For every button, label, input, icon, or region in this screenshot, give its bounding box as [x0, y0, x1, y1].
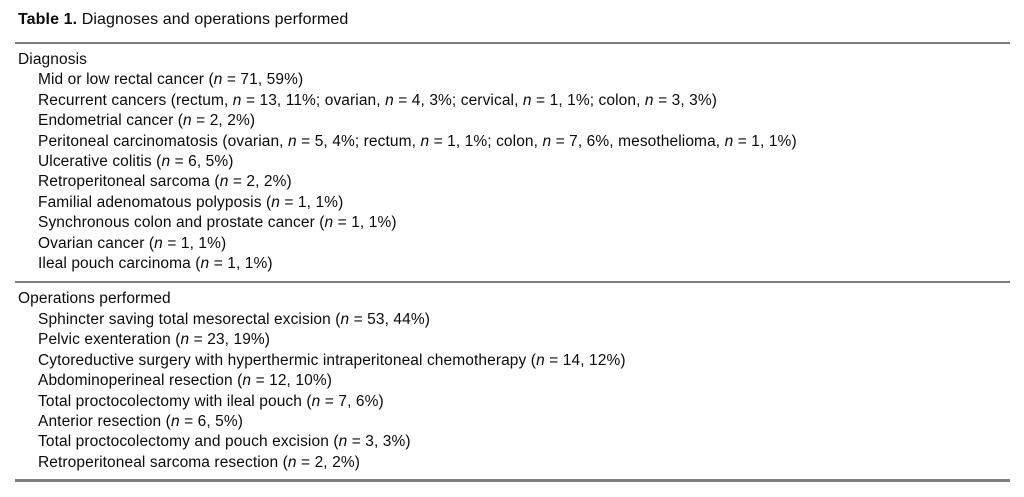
table-caption: Table 1. Diagnoses and operations perfor…: [0, 0, 1024, 30]
table-row: Endometrial cancer (n = 2, 2%): [38, 112, 256, 130]
table-row: Familial adenomatous polyposis (n = 1, 1…: [38, 193, 344, 211]
table-section-divider-rule: [15, 281, 1010, 284]
table-row: Synchronous colon and prostate cancer (n…: [38, 214, 397, 232]
table-bottom-rule: [15, 479, 1010, 483]
table-top-rule: [15, 42, 1010, 44]
table-row: Abdominoperineal resection (n = 12, 10%): [38, 372, 332, 390]
table-row: Sphincter saving total mesorectal excisi…: [38, 310, 431, 328]
diagnosis-section: Diagnosis Mid or low rectal cancer (n = …: [0, 50, 1024, 274]
diagnosis-section-header: Diagnosis: [18, 51, 87, 68]
table-caption-text: Diagnoses and operations performed: [77, 11, 349, 28]
table-row: Ileal pouch carcinoma (n = 1, 1%): [38, 255, 273, 273]
table-row: Ulcerative colitis (n = 6, 5%): [38, 153, 234, 171]
table-row: Retroperitoneal sarcoma resection (n = 2…: [38, 453, 360, 471]
table-row: Recurrent cancers (rectum, n = 13, 11%; …: [38, 91, 718, 109]
table-row: Total proctocolectomy with ileal pouch (…: [38, 392, 384, 410]
table-row: Total proctocolectomy and pouch excision…: [38, 433, 411, 451]
operations-section: Operations performed Sphincter saving to…: [0, 289, 1024, 473]
table-row: Pelvic exenteration (n = 23, 19%): [38, 331, 271, 349]
operations-section-header: Operations performed: [18, 290, 171, 308]
table-row: Ovarian cancer (n = 1, 1%): [38, 234, 227, 252]
table-row: Peritoneal carcinomatosis (ovarian, n = …: [38, 132, 797, 150]
table-row: Retroperitoneal sarcoma (n = 2, 2%): [38, 173, 292, 191]
table-row: Mid or low rectal cancer (n = 71, 59%): [38, 71, 304, 89]
table-caption-number: Table 1.: [18, 11, 78, 28]
table-row: Cytoreductive surgery with hyperthermic …: [38, 351, 626, 369]
table-row: Anterior resection (n = 6, 5%): [38, 412, 244, 430]
